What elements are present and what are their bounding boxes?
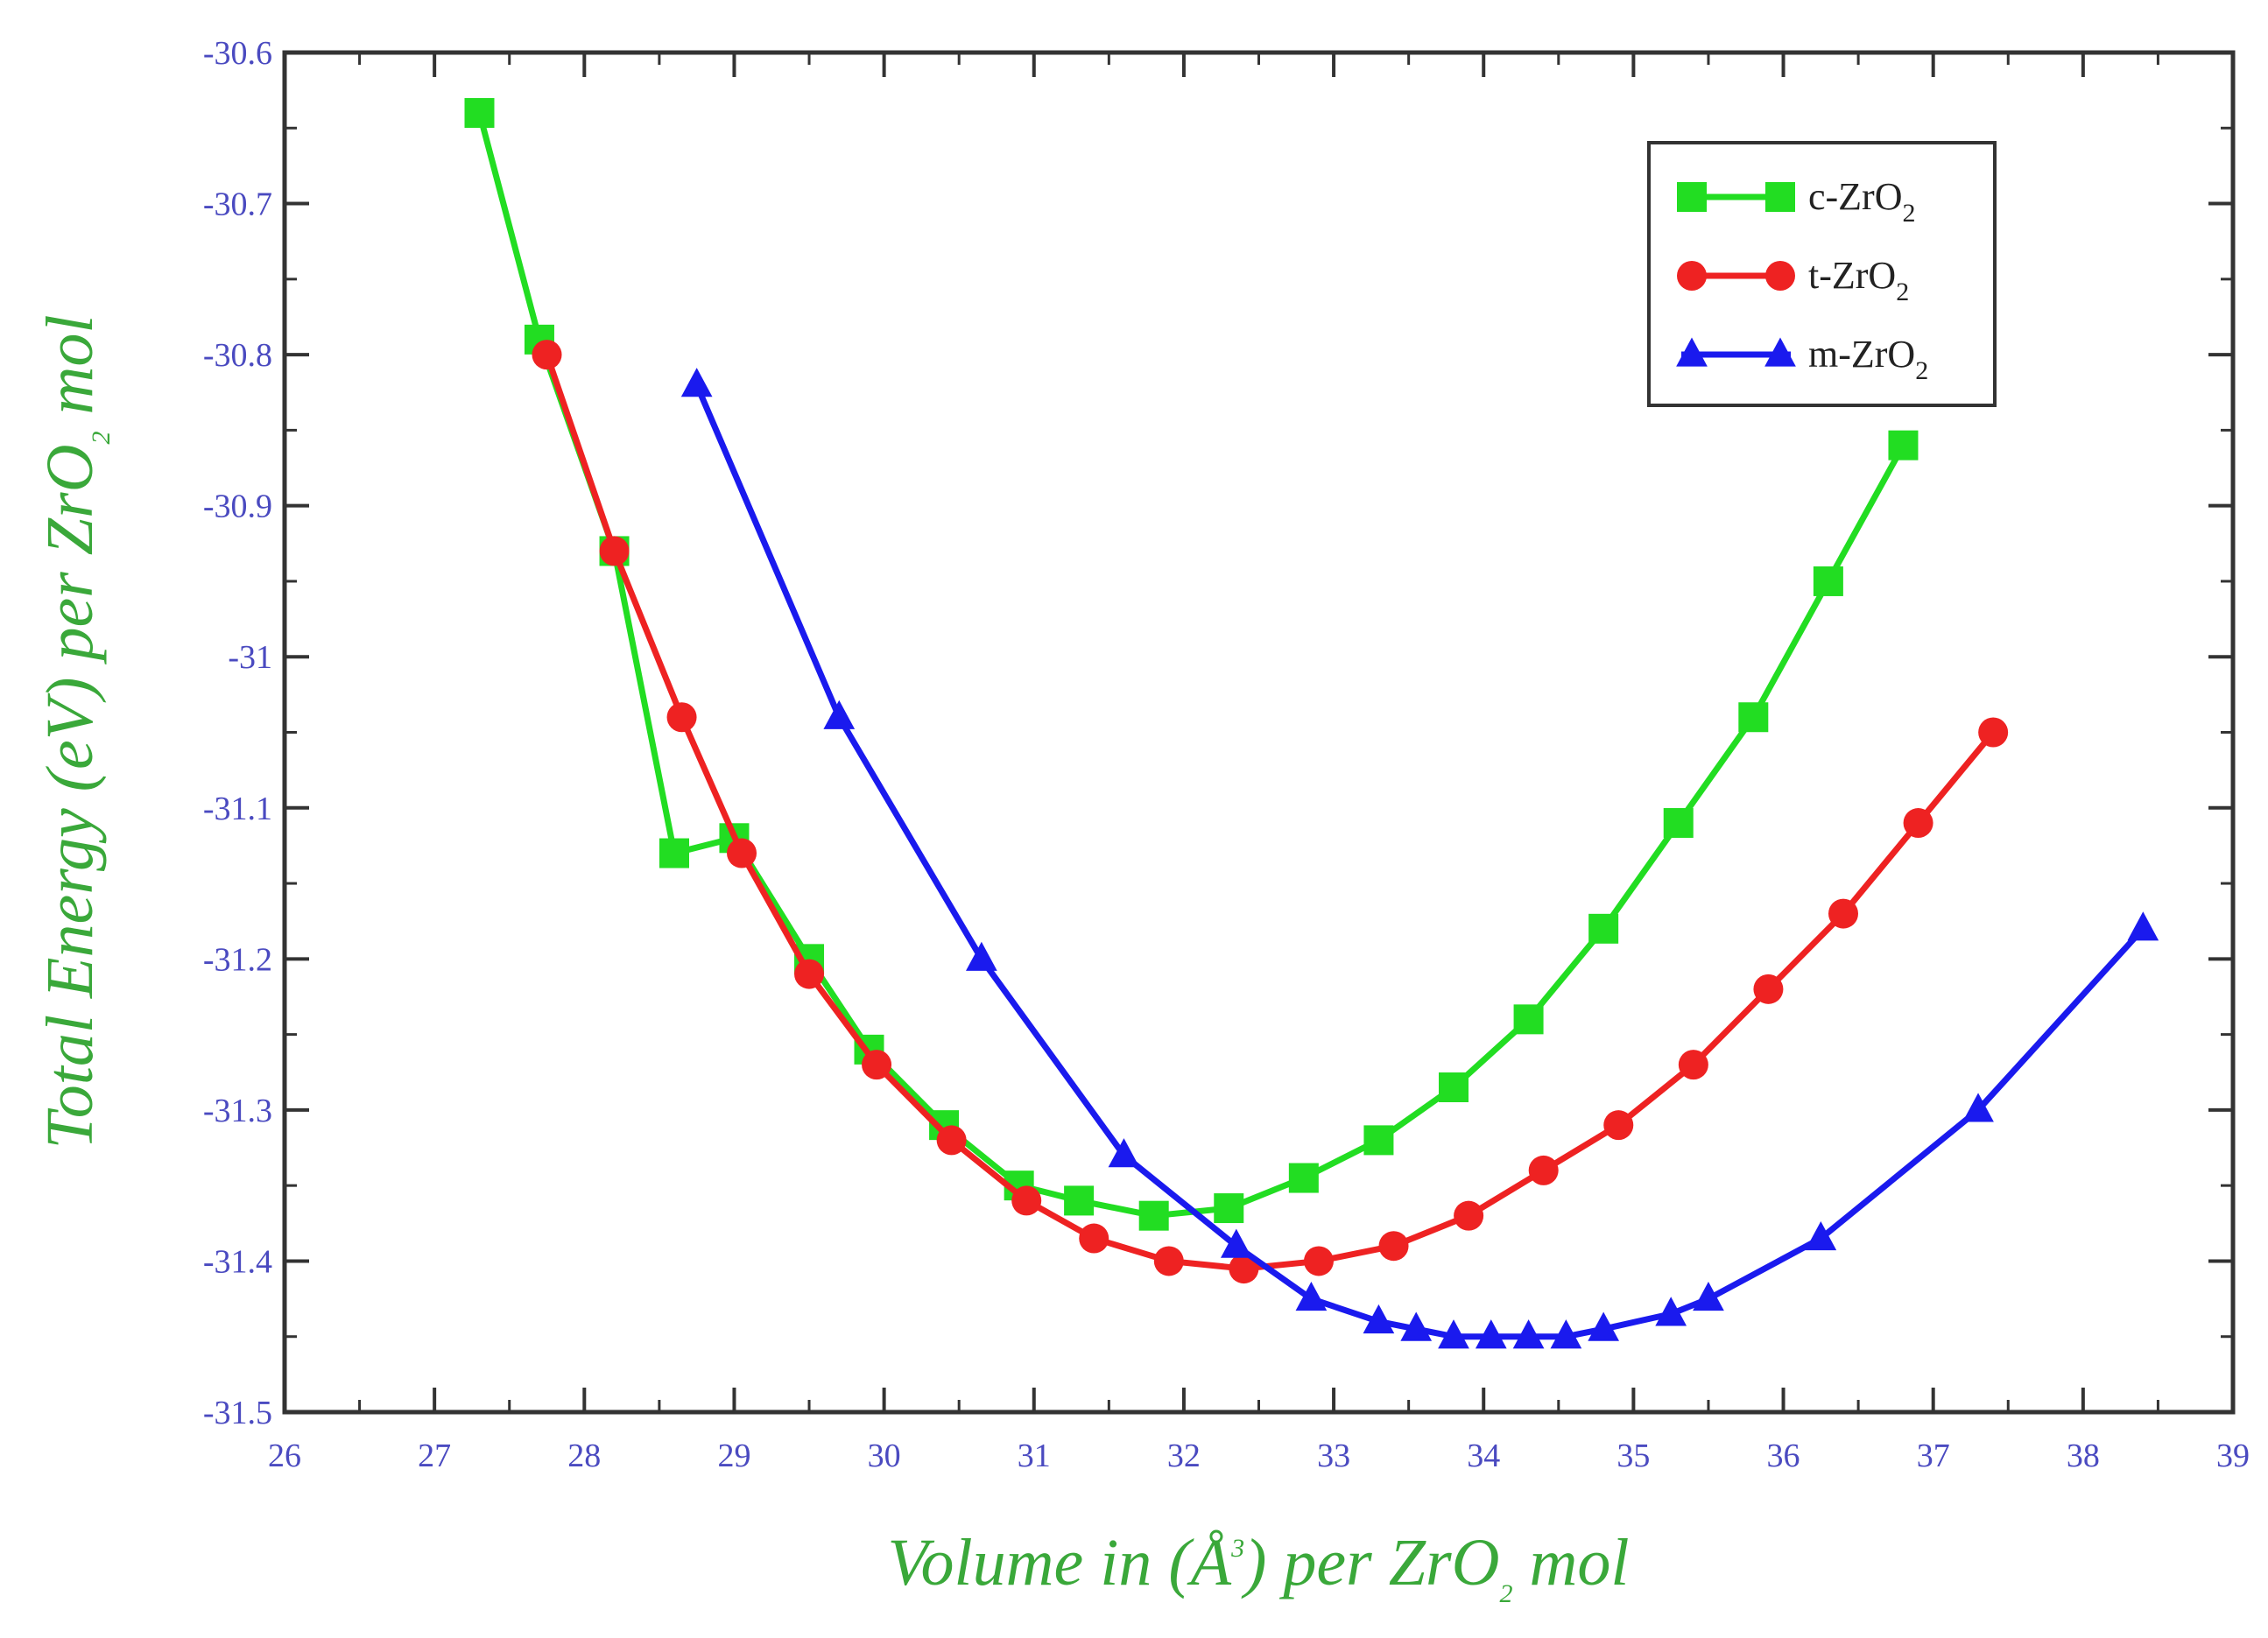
data-point: [1765, 182, 1795, 212]
data-point: [1603, 1110, 1634, 1141]
data-point: [1064, 1185, 1095, 1216]
y-axis-title: Total Energy (eV) per ZrO2 mol: [33, 315, 116, 1149]
data-point: [1454, 1200, 1484, 1231]
legend: c-ZrO2 t-ZrO2 m-ZrO2: [1647, 141, 1997, 407]
x-tick-label: 38: [2067, 1438, 2100, 1474]
data-point: [1805, 1221, 1837, 1251]
data-point: [1513, 1004, 1544, 1035]
data-point: [659, 838, 689, 868]
x-tick-label: 28: [567, 1438, 601, 1474]
x-tick-label: 26: [268, 1438, 301, 1474]
y-tick-label: -30.7: [203, 186, 272, 223]
x-axis-title: Volume in (Å3) per ZrO2 mol: [888, 1526, 1630, 1608]
data-point: [1303, 1246, 1334, 1276]
data-point: [1528, 1155, 1559, 1185]
data-point: [794, 959, 825, 989]
x-tick-label: 31: [1018, 1438, 1051, 1474]
data-point: [1753, 974, 1784, 1004]
data-point: [1677, 261, 1707, 291]
data-point: [1439, 1072, 1469, 1103]
data-point: [1138, 1200, 1169, 1231]
x-tick-label: 35: [1616, 1438, 1650, 1474]
data-point: [1765, 261, 1795, 291]
data-point: [1655, 1297, 1687, 1326]
legend-label: t-ZrO2: [1808, 254, 1909, 306]
data-point: [1153, 1246, 1184, 1276]
data-point: [823, 699, 856, 729]
series-line: [694, 383, 2145, 1340]
legend-label: m-ZrO2: [1808, 333, 1928, 385]
data-point: [862, 1050, 892, 1080]
series-circle: [532, 340, 2009, 1284]
data-point: [1962, 1093, 1994, 1122]
data-point: [1588, 1311, 1620, 1341]
data-point: [1363, 1304, 1395, 1334]
data-point: [1677, 182, 1707, 212]
legend-label: c-ZrO2: [1808, 175, 1916, 228]
x-tick-label: 34: [1467, 1438, 1500, 1474]
x-tick-label: 36: [1767, 1438, 1800, 1474]
data-point: [1214, 1193, 1244, 1224]
data-point: [1550, 1319, 1582, 1349]
x-tick-label: 39: [2216, 1438, 2250, 1474]
data-point: [1400, 1311, 1433, 1341]
y-tick-label: -30.9: [203, 489, 272, 525]
data-point: [1378, 1231, 1409, 1262]
x-tick-label: 30: [868, 1438, 901, 1474]
data-point: [532, 340, 562, 370]
data-point: [1738, 702, 1769, 733]
series-layer: [464, 98, 2159, 1349]
data-point: [680, 368, 713, 397]
data-point: [666, 702, 697, 733]
data-point: [936, 1125, 967, 1156]
data-point: [1978, 717, 2009, 748]
data-point: [464, 98, 495, 129]
data-point: [1475, 1319, 1507, 1349]
data-point: [1663, 808, 1694, 839]
x-tick-label: 29: [717, 1438, 750, 1474]
x-axis: 26 27 28 29 30 31 32 33 34 35 36 37 38 39: [268, 53, 2250, 1474]
data-point: [1693, 1282, 1724, 1311]
data-point: [1828, 898, 1858, 929]
data-point: [1288, 1163, 1319, 1193]
data-point: [1588, 913, 1619, 944]
legend-item: t-ZrO2: [1677, 254, 1909, 306]
y-tick-label: -31.3: [203, 1093, 272, 1129]
data-point: [2127, 911, 2159, 941]
data-point: [1512, 1319, 1545, 1349]
data-point: [1764, 337, 1796, 367]
y-tick-label: -31: [228, 639, 272, 676]
data-point: [727, 838, 757, 868]
data-point: [1220, 1228, 1252, 1258]
y-tick-label: -30.6: [203, 35, 272, 72]
x-tick-label: 27: [418, 1438, 451, 1474]
data-point: [1363, 1125, 1394, 1156]
data-point: [1903, 808, 1933, 839]
x-tick-label: 33: [1317, 1438, 1350, 1474]
x-tick-label: 32: [1167, 1438, 1201, 1474]
data-point: [1079, 1223, 1109, 1254]
data-point: [1295, 1282, 1328, 1311]
y-tick-label: -30.8: [203, 337, 272, 374]
y-axis: -30.6 -30.7 -30.8 -30.9 -31 -31.1 -31.2 -31.3 -3…: [203, 35, 2233, 1431]
data-point: [599, 536, 630, 566]
data-point: [1813, 566, 1843, 596]
y-tick-label: -31.1: [203, 791, 272, 827]
data-point: [1888, 430, 1919, 460]
data-point: [1676, 337, 1708, 367]
data-point: [966, 941, 997, 971]
data-point: [1108, 1138, 1140, 1168]
y-tick-label: -31.4: [203, 1243, 272, 1280]
y-tick-label: -31.2: [203, 941, 272, 978]
data-point: [1438, 1319, 1469, 1349]
legend-item: c-ZrO2: [1677, 175, 1916, 228]
data-point: [1229, 1254, 1259, 1284]
data-point: [1678, 1050, 1708, 1080]
x-tick-label: 37: [1917, 1438, 1950, 1474]
y-tick-label: -31.5: [203, 1395, 272, 1431]
data-point: [1011, 1185, 1042, 1216]
series-triangle: [680, 368, 2159, 1349]
legend-item: m-ZrO2: [1676, 333, 1928, 385]
